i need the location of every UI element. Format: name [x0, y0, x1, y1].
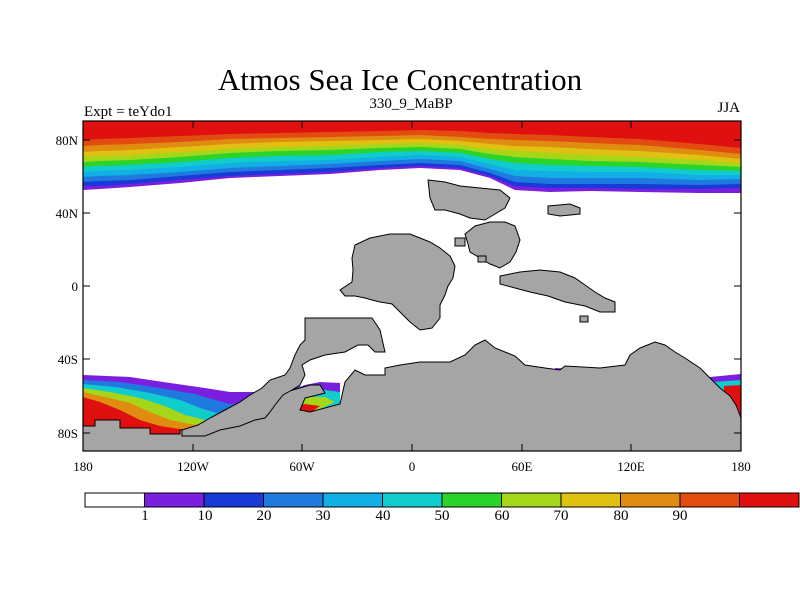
colorbar-swatch	[679, 492, 740, 508]
ice-band-11	[83, 121, 741, 148]
colorbar-label: 40	[375, 508, 391, 524]
colorbar-label: 1	[141, 508, 149, 524]
map-title: Atmos Sea Ice Concentration	[217, 62, 583, 97]
colorbar-label: 10	[197, 508, 213, 524]
y-axis-label: 80S	[57, 426, 78, 441]
x-axis-label: 180	[731, 459, 751, 474]
y-axis-label: 40S	[57, 352, 78, 367]
colorbar-label: 90	[672, 508, 688, 524]
colorbar-swatch	[263, 492, 324, 508]
land-east-block-1	[464, 221, 521, 269]
x-axis-label: 120E	[617, 459, 645, 474]
land-west-block	[181, 317, 386, 437]
colorbar-swatch	[441, 492, 502, 508]
y-axis-label: 0	[71, 279, 79, 294]
colorbar-swatch	[501, 492, 562, 508]
colorbar-swatch	[739, 492, 800, 508]
colorbar-label: 70	[553, 508, 569, 524]
land-small-island-2	[454, 237, 466, 247]
map-subtitle: 330_9_MaBP	[369, 96, 453, 112]
x-axis-label: 180	[73, 459, 93, 474]
x-axis-label: 60W	[289, 459, 315, 474]
colorbar-swatch	[84, 492, 145, 508]
axis-ticks	[83, 121, 741, 451]
colorbar-swatch	[382, 492, 443, 508]
colorbar-swatch	[620, 492, 681, 508]
colorbar-label: 30	[315, 508, 331, 524]
colorbar-label: 60	[494, 508, 510, 524]
colorbar-swatch	[144, 492, 205, 508]
land-east-strip	[499, 269, 616, 313]
season-label: JJA	[717, 100, 740, 116]
land-mask	[83, 179, 741, 451]
land-north-island	[427, 179, 511, 221]
x-axis-label: 60E	[511, 459, 533, 474]
x-axis-label: 0	[408, 459, 416, 474]
land-small-island-4	[579, 315, 589, 323]
y-axis-label: 80N	[55, 133, 78, 148]
colorbar-swatch	[322, 492, 383, 508]
land-small-island-3	[477, 255, 487, 263]
land-small-island-1	[547, 203, 581, 217]
colorbar-swatch	[203, 492, 264, 508]
x-axis-label: 120W	[177, 459, 209, 474]
colorbar-label: 80	[613, 508, 629, 524]
colorbar-label: 20	[256, 508, 272, 524]
north-sea-ice	[83, 121, 741, 193]
experiment-label: Expt = teYdo1	[84, 104, 173, 120]
land-central-continent	[339, 233, 456, 331]
colorbar	[84, 492, 800, 508]
colorbar-swatch	[560, 492, 621, 508]
y-axis-label: 40N	[55, 206, 78, 221]
colorbar-label: 50	[434, 508, 450, 524]
